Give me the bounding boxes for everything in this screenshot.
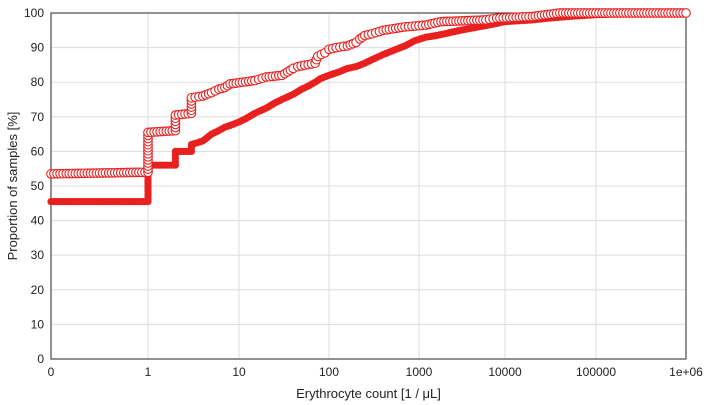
y-axis-title: Proportion of samples [%] xyxy=(5,112,20,261)
plot-border xyxy=(50,12,687,360)
grid xyxy=(51,13,686,359)
y-tick-label: 60 xyxy=(31,144,45,158)
y-tick-label: 50 xyxy=(31,179,45,193)
series-1 xyxy=(47,9,690,206)
y-tick-label: 70 xyxy=(31,110,45,124)
x-axis-title: Erythrocyte count [1 / μL] xyxy=(296,386,441,401)
series-2 xyxy=(46,8,691,179)
y-tick-label: 100 xyxy=(24,6,44,20)
x-tick-label: 1 xyxy=(145,365,152,379)
x-tick-label: 1e+06 xyxy=(669,365,703,379)
x-tick-label: 1000 xyxy=(406,365,433,379)
y-tick-label: 80 xyxy=(31,75,45,89)
y-tick-label: 0 xyxy=(37,352,44,366)
x-tick-label: 10000 xyxy=(488,365,522,379)
tick-labels: 0 1 10 100 1000 10000 100000 1e+06 0 10 20 30 40 50 60… xyxy=(24,6,703,379)
y-tick-label: 90 xyxy=(31,41,45,55)
y-tick-label: 20 xyxy=(31,283,45,297)
x-tick-label: 0 xyxy=(48,365,55,379)
x-tick-label: 10 xyxy=(232,365,246,379)
x-tick-label: 100 xyxy=(319,365,339,379)
y-tick-label: 40 xyxy=(31,214,45,228)
y-tick-label: 10 xyxy=(31,317,45,331)
y-tick-label: 30 xyxy=(31,248,45,262)
x-tick-label: 100000 xyxy=(576,365,616,379)
data-point xyxy=(681,8,691,18)
series-layer xyxy=(46,8,691,206)
